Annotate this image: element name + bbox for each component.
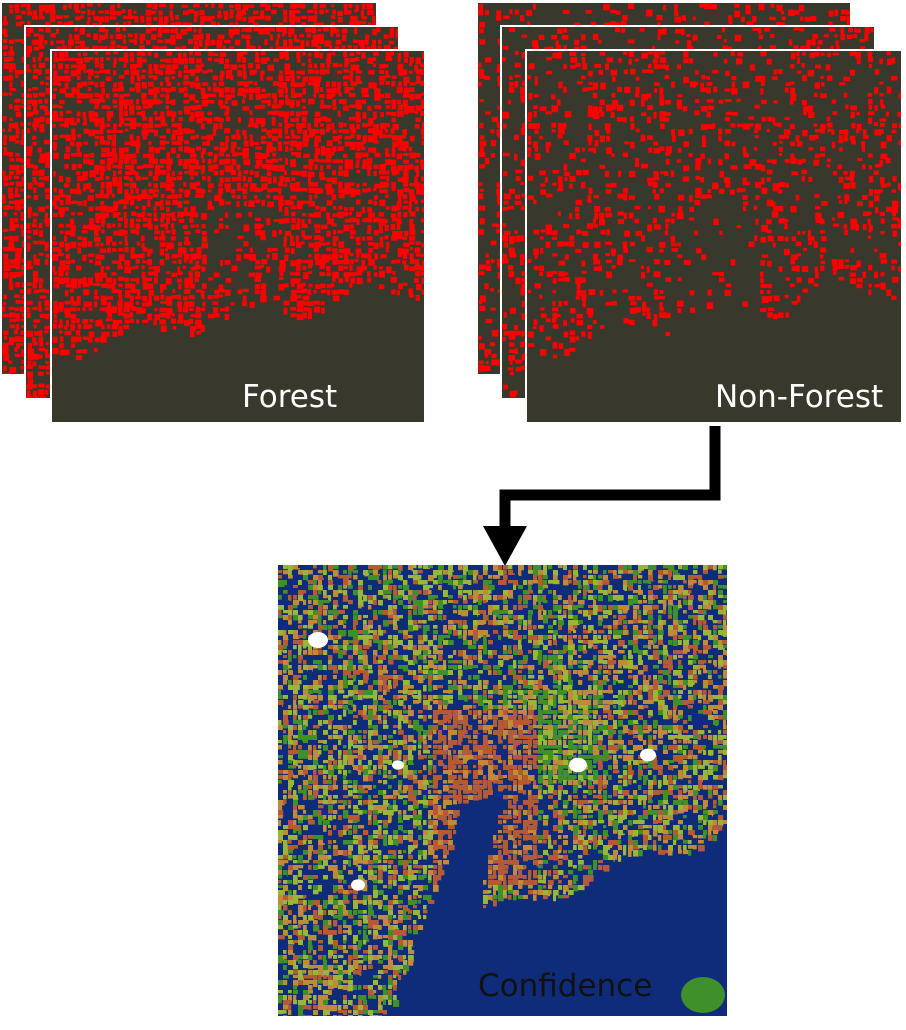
confidence-label: Confidence [478,968,653,1004]
nonforest-label: Non-Forest [715,379,884,415]
flow-arrow-line [499,426,721,530]
nonforest-layer-front: Non-Forest [525,49,903,424]
forest-label: Forest [242,379,338,415]
forest-layer-front: Forest [50,49,426,424]
flow-arrow-head [483,526,527,566]
confidence-map-image [278,565,727,1016]
confidence-map: Confidence [278,565,727,1016]
nonforest-map-front [527,51,901,422]
forest-map-front [52,51,424,422]
